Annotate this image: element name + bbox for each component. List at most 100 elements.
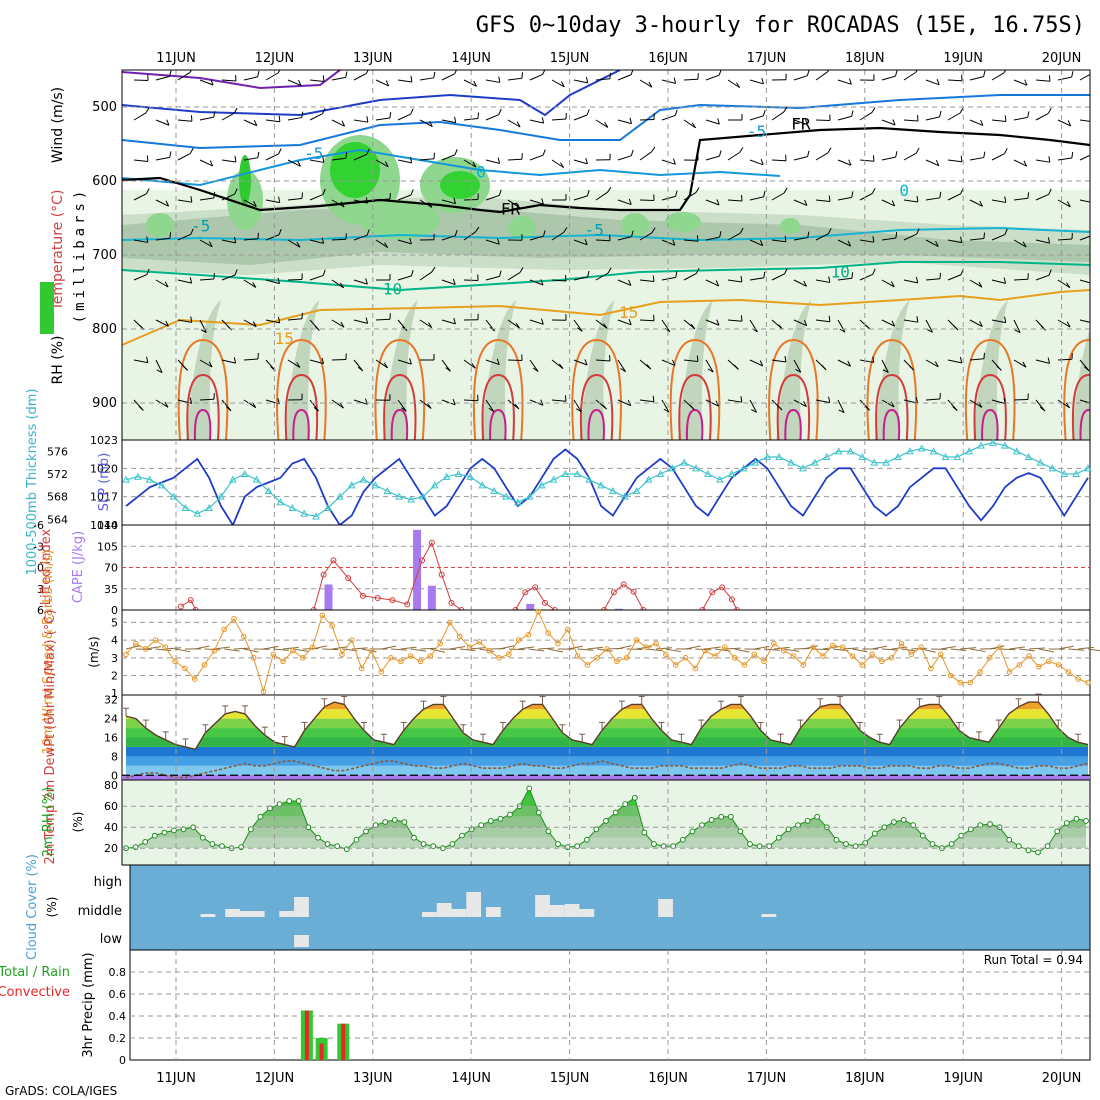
- wind-barb-flag: [428, 202, 433, 208]
- wind-barb-flag: [208, 361, 213, 368]
- wind-barb: [947, 193, 961, 201]
- thickness-marker: [407, 495, 415, 503]
- wind-barb-flag: [409, 237, 412, 244]
- wind-speed-marker: [378, 669, 385, 675]
- thickness-marker: [846, 447, 855, 455]
- wind-speed-marker: [133, 640, 139, 647]
- wind-speed-marker: [957, 679, 964, 686]
- wind-barb: [595, 239, 611, 242]
- wind-barb: [331, 76, 346, 81]
- wind-barb: [683, 192, 697, 201]
- wind-barb-flag: [736, 82, 741, 88]
- wind-barb-flag: [165, 320, 169, 327]
- wind-speed-marker: [231, 616, 237, 622]
- thickness-marker: [252, 475, 261, 483]
- wind-barb-flag: [498, 76, 501, 83]
- wind-barb-flag: [734, 364, 739, 370]
- wind-barb-flag: [1065, 402, 1071, 409]
- wind-barb: [639, 279, 654, 282]
- wind-barb-flag: [257, 70, 260, 77]
- thickness-marker: [882, 458, 890, 466]
- rh-marker: [430, 843, 437, 850]
- wind-tick-label: 2: [111, 670, 118, 683]
- wind-barb: [573, 276, 588, 281]
- wind-barb-flag: [146, 188, 150, 194]
- wind-tick-label: 5: [111, 616, 118, 629]
- wind-barb-flag: [587, 270, 590, 277]
- bottom-date-label: 19JUN: [943, 1071, 983, 1086]
- wind-barb-flag: [696, 355, 699, 362]
- wind-barb: [199, 239, 213, 248]
- rh-tick-label: 80: [104, 779, 118, 792]
- cloud-middle-block: [564, 904, 580, 917]
- wind-barb: [155, 359, 163, 373]
- wind-barb: [221, 159, 236, 163]
- temp-tick-label: 0: [111, 769, 118, 782]
- wind-barb-flag: [1048, 269, 1052, 276]
- wind-barb: [727, 279, 742, 283]
- wind-barb: [375, 239, 389, 249]
- wind-barb-flag: [1004, 228, 1008, 235]
- rh-marker: [151, 832, 158, 839]
- wind-barb: [331, 279, 344, 289]
- cloud-level-label: high: [94, 875, 122, 890]
- rh-marker: [353, 836, 360, 843]
- rh-marker: [1035, 849, 1041, 856]
- wind-barb-flag: [1066, 321, 1071, 328]
- wind-barb: [947, 239, 962, 244]
- wind-speed-marker: [182, 665, 188, 672]
- wind-barb-flag: [340, 321, 345, 328]
- wind-speed-marker: [545, 630, 551, 636]
- thickness-marker: [359, 475, 368, 483]
- rh-marker: [574, 843, 581, 850]
- wind-speed-marker: [633, 637, 640, 643]
- wind-speed-marker: [447, 619, 453, 626]
- wind-barb: [970, 648, 986, 653]
- wind-barb: [859, 239, 874, 243]
- wind-barb-flag: [514, 403, 520, 410]
- wind-barb: [1079, 199, 1090, 203]
- wind-barb: [243, 157, 258, 161]
- wind-barb: [705, 399, 719, 407]
- wind-barb: [771, 192, 785, 201]
- wind-barb-flag: [277, 316, 281, 324]
- top-date-label: 20JUN: [1042, 51, 1082, 66]
- wind-barb: [595, 78, 610, 81]
- wind-speed-marker: [643, 644, 650, 650]
- wind-barb-flag: [1004, 316, 1007, 323]
- wind-speed-marker: [123, 651, 129, 658]
- wind-barb-flag: [301, 312, 303, 319]
- wind-speed-marker: [594, 655, 600, 661]
- thickness-tick-label: 564: [47, 513, 68, 526]
- wind-speed-marker: [417, 658, 424, 665]
- wind-barb: [1057, 76, 1072, 81]
- rh-marker: [238, 844, 245, 851]
- wind-barb-flag: [165, 200, 170, 207]
- wind-barb-flag: [915, 276, 919, 284]
- thickness-marker: [430, 481, 439, 489]
- wind-barb-flag: [672, 158, 676, 165]
- cloud-middle-block: [485, 907, 501, 917]
- wind-barb: [793, 75, 808, 81]
- rh-marker: [161, 829, 168, 836]
- cloud-middle-block: [422, 912, 437, 917]
- rh-blob-core: [440, 171, 480, 199]
- wind-barb: [353, 319, 368, 324]
- wind-barb-flag: [979, 200, 983, 207]
- thickness-marker: [169, 492, 178, 500]
- rh-marker: [343, 846, 350, 853]
- wind-barb: [397, 113, 411, 121]
- li-marker: [610, 589, 617, 596]
- wind-barb-flag: [739, 227, 744, 234]
- li-marker: [719, 584, 726, 591]
- rh-tick-label: 20: [104, 842, 118, 855]
- wind-barb: [595, 119, 609, 128]
- li-tick-label: 3: [37, 583, 44, 596]
- wind-barb: [573, 319, 583, 332]
- wind-barb-flag: [1024, 79, 1028, 86]
- wind-barb-flag: [428, 322, 433, 328]
- diurnal-loop: [276, 338, 327, 440]
- wind-barb: [165, 647, 182, 650]
- wind-speed-marker: [221, 626, 227, 633]
- wind-barb-flag: [146, 155, 149, 162]
